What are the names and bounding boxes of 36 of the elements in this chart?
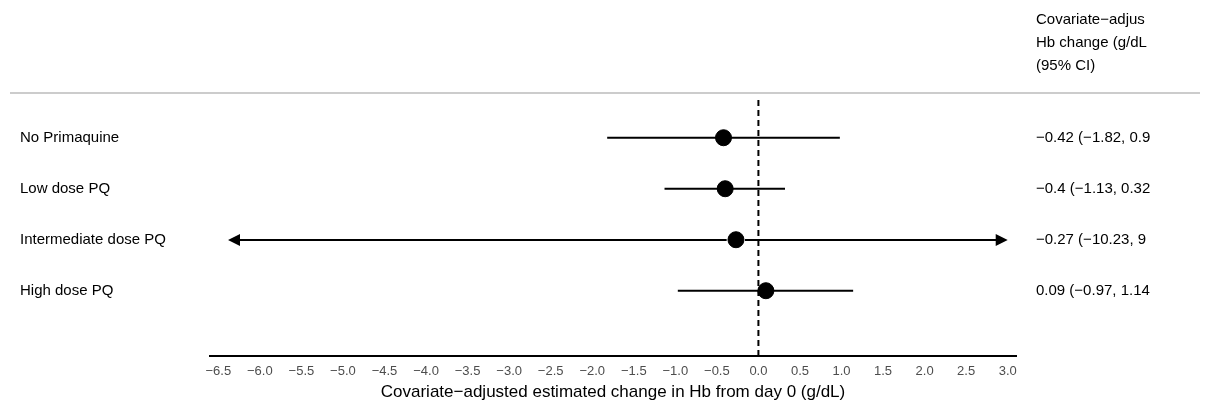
y-tick-label: Intermediate dose PQ	[20, 229, 166, 247]
x-tick-label: −2.5	[537, 363, 564, 379]
x-tick-label: 1.0	[832, 363, 851, 379]
y-tick-label: Low dose PQ	[20, 178, 111, 196]
text: Covariate−adjus	[1036, 10, 1145, 28]
x-tick-label: −1.0	[662, 363, 689, 379]
x-tick-label: 0.0	[749, 363, 768, 379]
x-tick-label: −2.0	[579, 363, 606, 379]
x-tick-label: 1.5	[874, 363, 893, 379]
y-tick-label: No Primaquine	[20, 127, 120, 145]
x-tick-label: −4.5	[371, 363, 398, 379]
data-label: −0.4 (−1.13, 0.32	[1036, 178, 1151, 196]
x-tick-label: 2.0	[915, 363, 934, 379]
data-label: −0.27 (−10.23, 9	[1036, 229, 1147, 247]
x-tick-label: 0.5	[790, 363, 809, 379]
point	[727, 231, 745, 249]
point	[757, 282, 775, 300]
data-label: 0.09 (−0.97, 1.14	[1036, 280, 1150, 298]
text: Hb change (g/dL	[1036, 33, 1147, 51]
x-axis-title: Covariate−adjusted estimated change in Hb from day 0 (g/dL)	[380, 382, 846, 402]
x-tick-label: −3.0	[496, 363, 522, 379]
x-tick-label: 3.0	[998, 363, 1017, 379]
y-tick-label: High dose PQ	[20, 280, 114, 298]
x-tick-label: −0.5	[704, 363, 730, 379]
x-tick-label: −5.5	[288, 363, 315, 379]
x-tick-label: 2.5	[957, 363, 976, 379]
x-tick-label: −6.5	[205, 363, 232, 379]
x-tick-label: −5.0	[330, 363, 356, 379]
text: (95% CI)	[1036, 56, 1096, 74]
x-tick-label: −6.0	[247, 363, 273, 379]
point	[716, 180, 734, 198]
x-tick-label: −4.0	[413, 363, 439, 379]
point	[715, 129, 733, 147]
data-label: −0.42 (−1.82, 0.9	[1036, 127, 1151, 145]
x-tick-label: −3.5	[454, 363, 481, 379]
x-tick-label: −1.5	[620, 363, 647, 379]
